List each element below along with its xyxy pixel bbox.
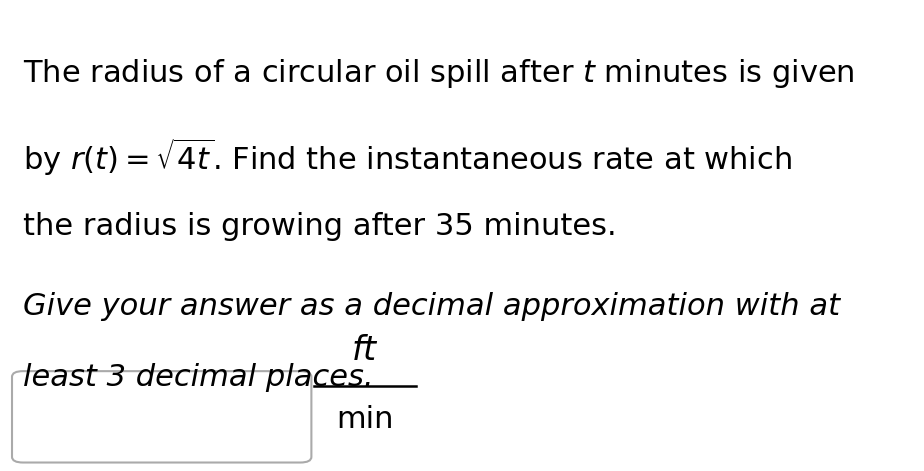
- Text: least 3 decimal places.: least 3 decimal places.: [23, 363, 373, 392]
- Text: by $r(t) = \sqrt{4t}$. Find the instantaneous rate at which: by $r(t) = \sqrt{4t}$. Find the instanta…: [23, 137, 792, 179]
- Text: the radius is growing after 35 minutes.: the radius is growing after 35 minutes.: [23, 212, 616, 241]
- Text: Give your answer as a decimal approximation with at: Give your answer as a decimal approximat…: [23, 292, 840, 321]
- Text: The radius of a circular oil spill after $t$ minutes is given: The radius of a circular oil spill after…: [23, 57, 855, 89]
- Text: min: min: [336, 405, 394, 434]
- FancyBboxPatch shape: [12, 371, 311, 463]
- Text: $ft$: $ft$: [351, 334, 379, 367]
